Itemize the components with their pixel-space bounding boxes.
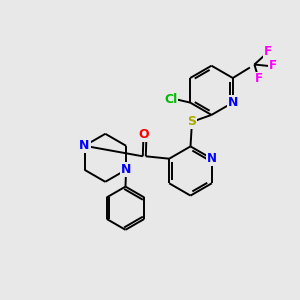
Text: N: N [207,152,217,165]
Text: F: F [264,45,272,58]
Text: O: O [138,128,149,141]
Text: Cl: Cl [164,93,177,106]
Text: F: F [255,72,263,86]
Text: S: S [188,115,196,128]
Text: N: N [79,139,90,152]
Text: N: N [228,96,238,109]
Text: N: N [121,163,131,176]
Text: F: F [269,59,277,73]
